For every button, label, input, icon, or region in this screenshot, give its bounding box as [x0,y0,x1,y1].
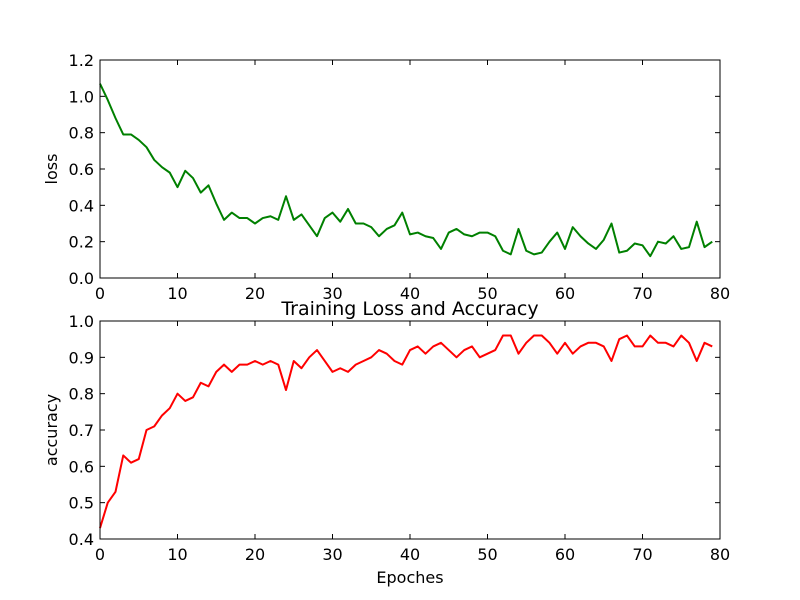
loss-x-tick-label: 80 [710,284,730,303]
accuracy-x-tick-label: 20 [245,545,265,564]
loss-y-tick-label: 1.2 [69,51,94,70]
accuracy-x-tick-label: 50 [477,545,497,564]
loss-subplot: 0 10 20 30 40 50 60 70 80 0.0 0.2 0.4 0.6 0.8 1.0 1.2 l… [42,51,730,303]
accuracy-series-group [99,334,713,529]
accuracy-x-tick-label: 30 [322,545,342,564]
accuracy-y-tick-label: 0.7 [69,421,94,440]
loss-x-tick-label: 50 [477,284,497,303]
accuracy-y-tick-label: 0.8 [69,385,94,404]
loss-x-tick-label: 20 [245,284,265,303]
accuracy-y-tick-label: 0.5 [69,494,94,513]
accuracy-x-tick-label: 40 [400,545,420,564]
accuracy-y-tick-label: 0.6 [69,457,94,476]
accuracy-y-tick-label: 1.0 [69,312,94,331]
loss-x-tick-label: 30 [322,284,342,303]
accuracy-subplot: 0 10 20 30 40 50 60 70 80 0.4 0.5 0.6 0.7 0.8 0.9 1.0 a… [42,298,730,587]
loss-y-tick-label: 1.0 [69,87,94,106]
accuracy-x-tick-label: 0 [95,545,105,564]
loss-x-tick-label: 40 [400,284,420,303]
accuracy-x-tick-label: 60 [555,545,575,564]
accuracy-series-line [99,334,713,529]
loss-series-line [99,83,713,258]
accuracy-x-tick-label: 80 [710,545,730,564]
loss-y-tick-label: 0.8 [69,124,94,143]
loss-y-tick-label: 0.2 [69,233,94,252]
loss-x-tick-label: 0 [95,284,105,303]
loss-y-tick-label: 0.6 [69,160,94,179]
loss-x-tick-label: 70 [632,284,652,303]
accuracy-ticks-group: 0 10 20 30 40 50 60 70 80 0.4 0.5 0.6 0.7 0.8 0.9 1.0 [69,312,731,564]
accuracy-x-tick-label: 70 [632,545,652,564]
chart-title: Training Loss and Accuracy [280,298,538,320]
loss-x-tick-label: 10 [167,284,187,303]
loss-series-group [99,83,713,258]
loss-y-tick-label: 0.0 [69,269,94,288]
accuracy-x-tick-label: 10 [167,545,187,564]
accuracy-y-axis-label: accuracy [42,394,61,466]
accuracy-y-tick-label: 0.4 [69,530,94,549]
x-axis-label: Epoches [376,568,443,587]
loss-y-tick-label: 0.4 [69,196,94,215]
loss-y-axis-label: loss [42,154,61,185]
loss-x-tick-label: 60 [555,284,575,303]
accuracy-y-tick-label: 0.9 [69,348,94,367]
loss-ticks-group: 0 10 20 30 40 50 60 70 80 0.0 0.2 0.4 0.6 0.8 1.0 1.2 [69,51,731,303]
